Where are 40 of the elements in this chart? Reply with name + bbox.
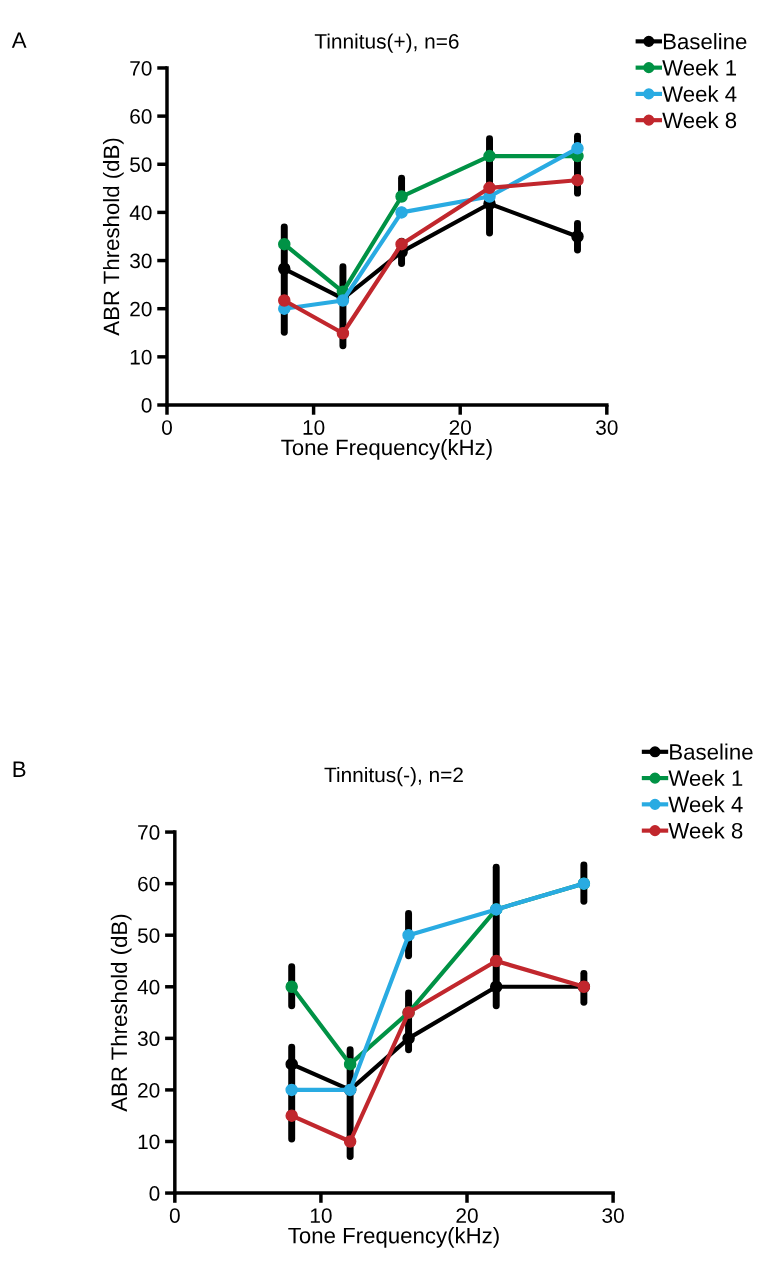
text: B xyxy=(13,761,26,777)
x-tick-label: 10 xyxy=(310,1208,332,1223)
y-axis-title: ABR Threshold (dB) xyxy=(102,138,124,336)
legend-label: Baseline xyxy=(663,33,747,50)
y-tick-label: 0 xyxy=(149,1186,160,1201)
y-tick-label: 10 xyxy=(130,349,152,365)
y-tick-label: 50 xyxy=(137,928,160,943)
chart-title: Tinnitus(-), n=2 xyxy=(324,766,463,787)
y-tick-label: 0 xyxy=(141,398,152,413)
y-tick-label: 60 xyxy=(130,109,152,124)
x-tick-label: 10 xyxy=(303,420,325,435)
x-tick-label: 30 xyxy=(602,1208,624,1223)
x-axis-title: Tone Frequency(kHz) xyxy=(288,1227,499,1248)
text: A xyxy=(11,32,27,48)
y-tick-label: 40 xyxy=(129,205,152,221)
x-tick-label: 20 xyxy=(456,1208,478,1223)
legend-label: Week 4 xyxy=(662,85,737,102)
y-tick-label: 30 xyxy=(137,1031,160,1047)
x-tick-label: 0 xyxy=(162,420,172,435)
legend-label: Baseline xyxy=(670,743,753,760)
legend-label: Week 8 xyxy=(668,822,743,839)
legend-label: Week 4 xyxy=(668,796,743,813)
y-tick-label: 40 xyxy=(137,979,160,995)
y-tick-label: 10 xyxy=(138,1134,160,1150)
y-tick-label: 20 xyxy=(138,1082,160,1098)
x-tick-label: 30 xyxy=(596,420,618,435)
x-tick-label: 0 xyxy=(169,1208,180,1223)
legend-label: Week 1 xyxy=(668,769,743,787)
x-tick-label: 20 xyxy=(449,420,471,435)
y-axis-title: ABR Threshold (dB) xyxy=(110,914,132,1112)
legend-label: Week 1 xyxy=(662,59,736,76)
legend-label: Week 8 xyxy=(662,111,737,129)
y-tick-label: 20 xyxy=(130,301,152,317)
y-tick-label: 60 xyxy=(138,876,160,892)
y-tick-label: 70 xyxy=(130,60,152,76)
x-axis-title: Tone Frequency(kHz) xyxy=(281,439,492,460)
chart-title: Tinnitus(+), n=6 xyxy=(314,33,459,53)
y-tick-label: 50 xyxy=(130,157,152,173)
y-tick-label: 70 xyxy=(138,825,160,840)
y-tick-label: 30 xyxy=(130,253,152,269)
